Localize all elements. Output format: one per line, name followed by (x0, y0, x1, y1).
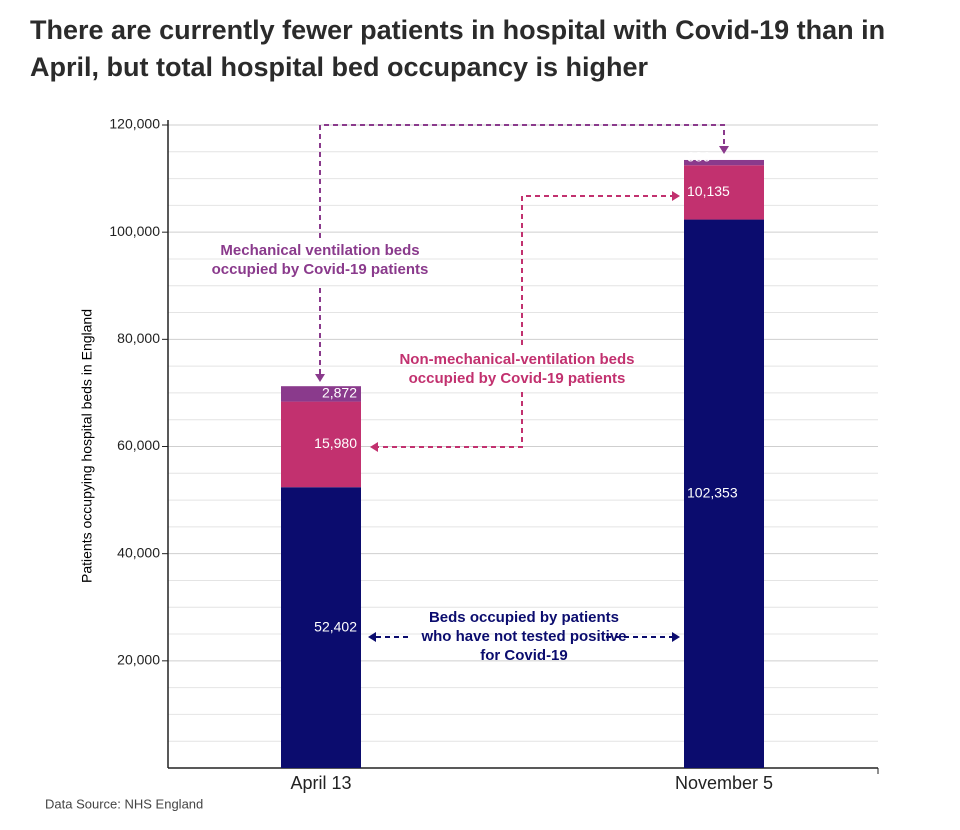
annotation: Mechanical ventilation beds occupied by … (211, 242, 429, 278)
chart-title: There are currently fewer patients in ho… (30, 15, 886, 82)
y-tick-label: 60,000 (117, 437, 160, 453)
value-label: 10,135 (687, 183, 730, 199)
annotation: Beds occupied by patients who have not t… (421, 609, 627, 664)
arrowhead (672, 191, 680, 201)
bar-segment (281, 401, 361, 488)
value-label: 2,872 (322, 385, 357, 401)
bar-segment (281, 487, 361, 768)
x-tick-label: November 5 (675, 773, 773, 793)
y-axis-label: Patients occupying hospital beds in Engl… (79, 309, 95, 583)
bar-segment (281, 386, 361, 402)
y-tick-label: 100,000 (109, 223, 160, 239)
value-label: 986 (687, 149, 711, 165)
x-tick-label: April 13 (290, 773, 351, 793)
arrow (319, 124, 725, 238)
value-label: 52,402 (314, 618, 357, 634)
arrowhead (719, 146, 729, 154)
annotation: Non-mechanical-ventilation beds occupied… (399, 351, 635, 387)
bar-segment (684, 159, 764, 166)
arrow (378, 392, 523, 448)
bar-segment (684, 165, 764, 220)
bar-segment (684, 219, 764, 769)
value-label: 15,980 (314, 435, 357, 451)
y-tick-label: 80,000 (117, 330, 160, 346)
y-tick-label: 40,000 (117, 544, 160, 560)
arrowhead (672, 632, 680, 642)
arrow (521, 195, 672, 345)
source: Data Source: NHS England (45, 796, 203, 811)
arrowhead (315, 374, 325, 382)
annotation-arrows (315, 124, 729, 642)
arrowhead (370, 442, 378, 452)
value-label: 102,353 (687, 484, 738, 500)
y-tick-label: 20,000 (117, 652, 160, 668)
y-tick-label: 120,000 (109, 116, 160, 132)
arrowhead (368, 632, 376, 642)
